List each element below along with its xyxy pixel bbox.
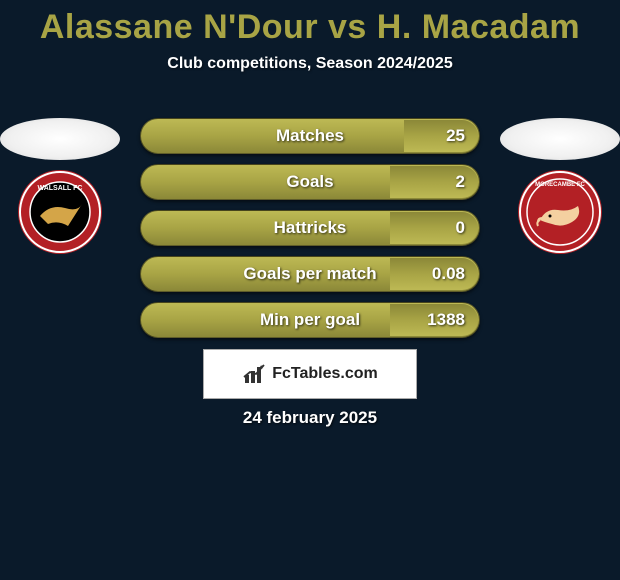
stat-label: Goals per match [141,257,479,291]
player-left-side: WALSALL FC [0,118,120,256]
stat-row-min-per-goal: Min per goal 1388 [140,302,480,338]
svg-text:WALSALL FC: WALSALL FC [38,185,83,192]
stat-row-matches: Matches 25 [140,118,480,154]
page-title: Alassane N'Dour vs H. Macadam [0,8,620,47]
stat-row-hattricks: Hattricks 0 [140,210,480,246]
stat-row-goals-per-match: Goals per match 0.08 [140,256,480,292]
player-right-avatar [500,118,620,160]
comparison-card: Alassane N'Dour vs H. Macadam Club compe… [0,0,620,580]
player-right-side: MORECAMBE FC [500,118,620,256]
stat-row-goals: Goals 2 [140,164,480,200]
stat-value: 0 [456,211,465,245]
club-badge-left: WALSALL FC [10,168,110,256]
svg-text:MORECAMBE FC: MORECAMBE FC [535,182,585,188]
stat-value: 2 [456,165,465,199]
stats-list: Matches 25 Goals 2 Hattricks 0 Goals per… [140,118,480,348]
stat-label: Hattricks [141,211,479,245]
subtitle: Club competitions, Season 2024/2025 [0,55,620,73]
main-row: WALSALL FC MORECAMBE FC [0,118,620,338]
brand-box[interactable]: FcTables.com [203,349,417,399]
chart-icon [242,363,268,385]
brand-text: FcTables.com [272,365,378,383]
stat-value: 0.08 [432,257,465,291]
player-left-avatar [0,118,120,160]
stat-value: 1388 [427,303,465,337]
stat-label: Goals [141,165,479,199]
stat-label: Matches [141,119,479,153]
club-badge-right: MORECAMBE FC [510,168,610,256]
date-label: 24 february 2025 [0,408,620,428]
stat-value: 25 [446,119,465,153]
